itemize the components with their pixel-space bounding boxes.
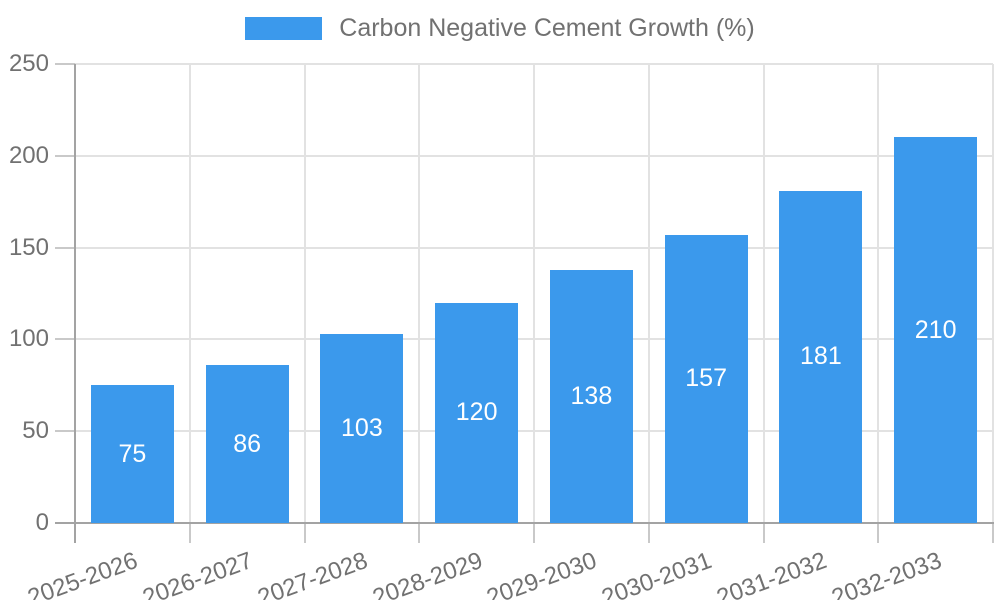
- y-gridline: [75, 154, 993, 157]
- x-gridline: [418, 64, 421, 523]
- x-gridline: [647, 64, 650, 523]
- x-axis-tick: [303, 523, 306, 543]
- bar-2029-2030[interactable]: 138: [549, 269, 633, 523]
- bar-value-label: 157: [685, 364, 727, 393]
- x-gridline: [762, 64, 765, 523]
- x-gridline: [877, 64, 880, 523]
- bar-value-label: 181: [800, 342, 842, 371]
- x-gridline: [992, 64, 994, 523]
- bar-2025-2026[interactable]: 75: [90, 385, 174, 523]
- y-axis-tick-label: 100: [8, 325, 49, 353]
- y-gridline: [75, 63, 993, 65]
- y-axis-tick: [55, 246, 75, 249]
- y-axis-tick: [55, 338, 75, 341]
- bar-value-label: 120: [455, 398, 498, 427]
- x-gridline: [533, 64, 535, 523]
- x-axis-tick: [762, 523, 765, 543]
- bar-value-label: 75: [118, 439, 147, 468]
- x-axis-tick: [74, 523, 76, 543]
- legend-item[interactable]: Carbon Negative Cement Growth (%): [0, 14, 1000, 42]
- bar-2030-2031[interactable]: 157: [664, 234, 748, 523]
- bar-value-label: 210: [914, 315, 957, 344]
- bar-value-label: 103: [341, 413, 383, 442]
- y-axis-line: [74, 64, 76, 523]
- x-gridline: [303, 64, 306, 523]
- x-axis-tick: [533, 523, 535, 543]
- plot-area: 0 50 100 150 200 250 75 2025-2026 86 2026-2027 103…: [9, 50, 994, 600]
- legend-label: Carbon Negative Cement Growth (%): [339, 14, 755, 42]
- y-axis-tick-label: 150: [8, 233, 49, 261]
- bar-2031-2032[interactable]: 181: [779, 190, 863, 523]
- x-gridline: [188, 64, 191, 523]
- x-axis-tick: [992, 523, 994, 543]
- x-axis-tick: [877, 523, 880, 543]
- y-axis-tick-label: 250: [8, 50, 49, 77]
- bar-2032-2033[interactable]: 210: [894, 137, 978, 523]
- y-axis-tick: [55, 430, 75, 433]
- y-axis-tick: [55, 63, 75, 65]
- y-axis-tick-label: 0: [35, 509, 49, 536]
- legend-swatch-icon: [245, 16, 323, 40]
- y-axis-tick-label: 50: [22, 417, 49, 445]
- bar-value-label: 138: [570, 381, 613, 410]
- bar-2027-2028[interactable]: 103: [320, 333, 404, 523]
- x-axis-tick: [647, 523, 650, 543]
- y-axis-tick: [55, 154, 75, 157]
- y-axis-tick-label: 200: [8, 141, 49, 169]
- x-axis-tick: [418, 523, 421, 543]
- y-axis-tick: [55, 522, 75, 524]
- bar-2028-2029[interactable]: 120: [435, 302, 519, 523]
- bar-2026-2027[interactable]: 86: [205, 365, 289, 523]
- bar-value-label: 86: [233, 429, 262, 458]
- x-axis-tick: [188, 523, 191, 543]
